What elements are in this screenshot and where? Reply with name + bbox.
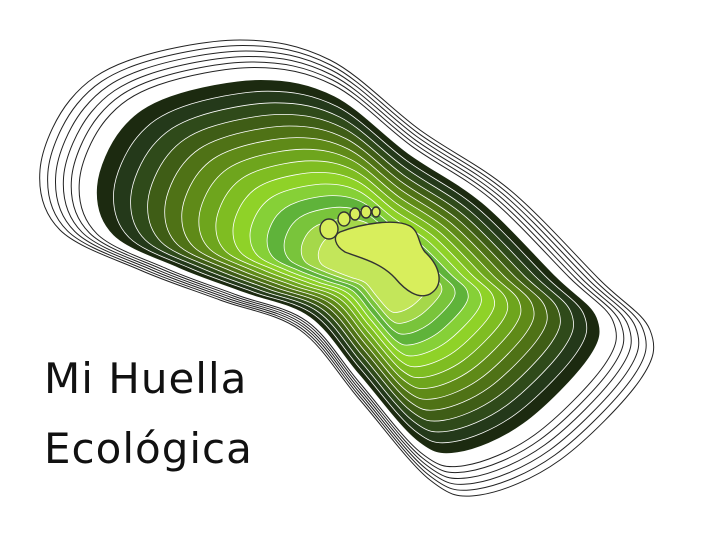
footprint-icon [319,205,440,297]
logo-title: Mi Huella Ecológica [44,344,253,484]
foot-toe-icon [371,206,381,218]
title-line-1: Mi Huella [44,354,248,403]
outer-contour-line [62,55,632,480]
outer-contour-line [47,44,647,491]
outer-contour-line [70,61,625,474]
foot-toe-icon [360,205,372,219]
foot-toe-icon [337,211,351,227]
foot-sole-icon [334,221,440,297]
title-line-2: Ecológica [44,424,253,473]
foot-toe-icon [349,207,361,221]
filled-contour-bands [96,79,601,455]
outer-contour-line [55,50,640,485]
outer-contour-line [39,39,655,497]
foot-toe-icon [319,218,339,240]
